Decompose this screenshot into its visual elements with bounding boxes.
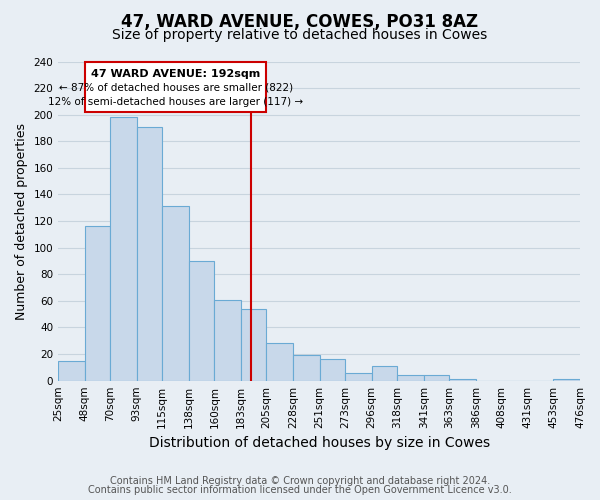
Bar [266,344,293,380]
Text: 12% of semi-detached houses are larger (117) →: 12% of semi-detached houses are larger (… [48,97,303,107]
Bar [58,360,85,380]
Text: 47 WARD AVENUE: 192sqm: 47 WARD AVENUE: 192sqm [91,68,260,78]
Bar [85,226,110,380]
Text: 47, WARD AVENUE, COWES, PO31 8AZ: 47, WARD AVENUE, COWES, PO31 8AZ [121,12,479,30]
Bar [241,309,266,380]
Bar [110,118,137,380]
Bar [137,126,163,380]
Bar [397,376,424,380]
Text: Contains public sector information licensed under the Open Government Licence v3: Contains public sector information licen… [88,485,512,495]
Bar [424,376,449,380]
Bar [372,366,397,380]
FancyBboxPatch shape [85,62,266,112]
Bar [189,261,214,380]
Bar [320,360,345,380]
Bar [293,356,320,380]
Text: ← 87% of detached houses are smaller (822): ← 87% of detached houses are smaller (82… [59,83,293,93]
Text: Size of property relative to detached houses in Cowes: Size of property relative to detached ho… [112,28,488,42]
Y-axis label: Number of detached properties: Number of detached properties [15,122,28,320]
Bar [214,300,241,380]
Text: Contains HM Land Registry data © Crown copyright and database right 2024.: Contains HM Land Registry data © Crown c… [110,476,490,486]
Bar [345,372,372,380]
Bar [163,206,189,380]
X-axis label: Distribution of detached houses by size in Cowes: Distribution of detached houses by size … [149,436,490,450]
